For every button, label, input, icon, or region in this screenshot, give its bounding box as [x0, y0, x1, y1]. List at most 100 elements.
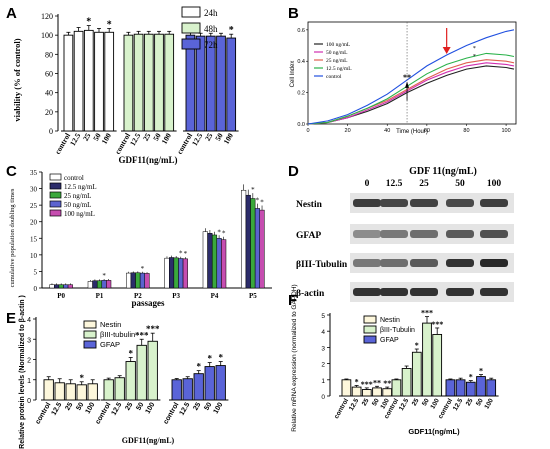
y-tick-label: 60	[45, 70, 53, 79]
y-tick-label: 2	[321, 362, 325, 369]
legend-swatch	[49, 200, 62, 208]
bar	[49, 284, 55, 289]
panel-a-xlabel: GDF11(ng/mL)	[118, 155, 177, 165]
bar	[164, 33, 175, 132]
bar	[126, 272, 132, 289]
y-tick-label: 4	[27, 317, 31, 324]
bar	[476, 376, 486, 397]
y-tick-label: 20	[45, 108, 53, 117]
panel-letter-f: F	[288, 292, 297, 309]
significance-mark: *	[222, 230, 226, 238]
bar	[216, 238, 222, 289]
legend-label: 50 ng/mL	[326, 50, 348, 56]
legend-label: 24h	[204, 8, 218, 18]
x-tick-label: 100	[213, 401, 225, 415]
x-tick-label: 40	[384, 128, 390, 134]
blot-band	[410, 259, 438, 267]
significance-mark: *	[218, 353, 223, 363]
bar	[178, 258, 184, 289]
bar	[147, 340, 158, 401]
x-tick-label: 12.5	[128, 131, 142, 147]
blot-band	[380, 259, 408, 267]
x-tick-label: 100	[145, 401, 157, 415]
bar	[254, 208, 260, 289]
y-tick-label: 10	[30, 252, 38, 260]
x-tick-label: P4	[211, 292, 219, 300]
blot-band	[480, 199, 508, 207]
legend-swatch	[363, 325, 377, 334]
x-tick-label: 100	[85, 401, 97, 415]
bar	[401, 368, 412, 397]
legend-swatch	[181, 6, 201, 18]
x-tick-label: 25	[81, 131, 93, 142]
legend-label: Nestin	[380, 317, 400, 324]
legend-label: control	[64, 174, 84, 182]
legend-swatch	[181, 38, 201, 50]
x-tick-label: 25	[192, 401, 202, 411]
significance-mark: *	[184, 250, 188, 258]
x-tick-label: 50	[213, 131, 225, 142]
bar	[67, 284, 73, 289]
bar	[144, 273, 150, 289]
significance-mark: *	[473, 54, 476, 60]
blot-band	[480, 259, 508, 267]
bar	[106, 280, 112, 289]
bar	[87, 383, 98, 401]
y-tick-label: 0	[49, 127, 53, 136]
x-tick-label: 50	[91, 131, 103, 142]
blot-band	[353, 199, 381, 207]
significance-mark: *	[229, 25, 234, 36]
panel-f-xlabel: GDF11(ng/mL)	[408, 427, 460, 436]
blot-row-label: GFAP	[296, 231, 321, 241]
bar	[171, 379, 182, 401]
y-tick-label: 0.0	[297, 122, 305, 128]
bar	[123, 34, 134, 132]
bar	[125, 361, 136, 401]
panel-d-title: GDF 11(ng/mL)	[409, 166, 477, 177]
y-tick-label: 35	[30, 169, 38, 177]
bar	[486, 379, 497, 397]
bar	[143, 33, 154, 132]
legend-label: βIII-Tubulin	[380, 327, 415, 334]
bar	[411, 351, 422, 397]
significance-mark: *	[196, 362, 201, 372]
bar	[241, 189, 247, 289]
x-tick-label: 20	[345, 128, 351, 134]
bar	[202, 231, 208, 289]
blot-band	[446, 259, 474, 267]
y-tick-label: 0	[27, 398, 31, 405]
x-tick-label: 100	[100, 131, 114, 145]
panel-letter-c: C	[6, 163, 17, 180]
x-tick-label: 12.5	[190, 131, 204, 147]
y-tick-label: 2	[27, 358, 31, 365]
bar	[226, 37, 237, 132]
bar	[211, 234, 218, 289]
x-tick-label: P2	[134, 292, 142, 300]
bar	[185, 34, 196, 132]
blot-band	[380, 230, 408, 238]
bar	[96, 280, 103, 289]
panel-a-ylabel: viability (% of control)	[12, 38, 22, 121]
y-tick-label: 100	[41, 31, 53, 40]
significance-mark: ***	[431, 320, 443, 329]
significance-mark: ***	[421, 309, 433, 318]
blot-band	[446, 199, 474, 207]
panel-b: B Cell Index Time (Hour) 0.0 0.2 0.4 0.6 0 20…	[288, 5, 517, 135]
lane-label: 50	[455, 179, 465, 189]
panel-f-plot: 012345control*12.5***25**50**100control1…	[321, 309, 499, 420]
x-tick-label: 25	[124, 401, 134, 411]
blot-band	[380, 199, 408, 207]
bar	[154, 33, 164, 132]
bar	[135, 272, 141, 289]
panel-f: F Relative mRNA expression (normalized t…	[288, 284, 499, 436]
panel-letter-b: B	[288, 5, 299, 22]
panel-e: E Relative protein levels (Normalized to…	[6, 295, 229, 449]
significance-mark: *	[102, 272, 106, 280]
bar	[139, 272, 145, 289]
bar	[76, 384, 87, 401]
x-tick-label: 50	[475, 397, 485, 407]
black-arrow-head	[405, 81, 410, 88]
x-tick-label: 100	[160, 131, 174, 145]
series-line	[307, 52, 515, 125]
